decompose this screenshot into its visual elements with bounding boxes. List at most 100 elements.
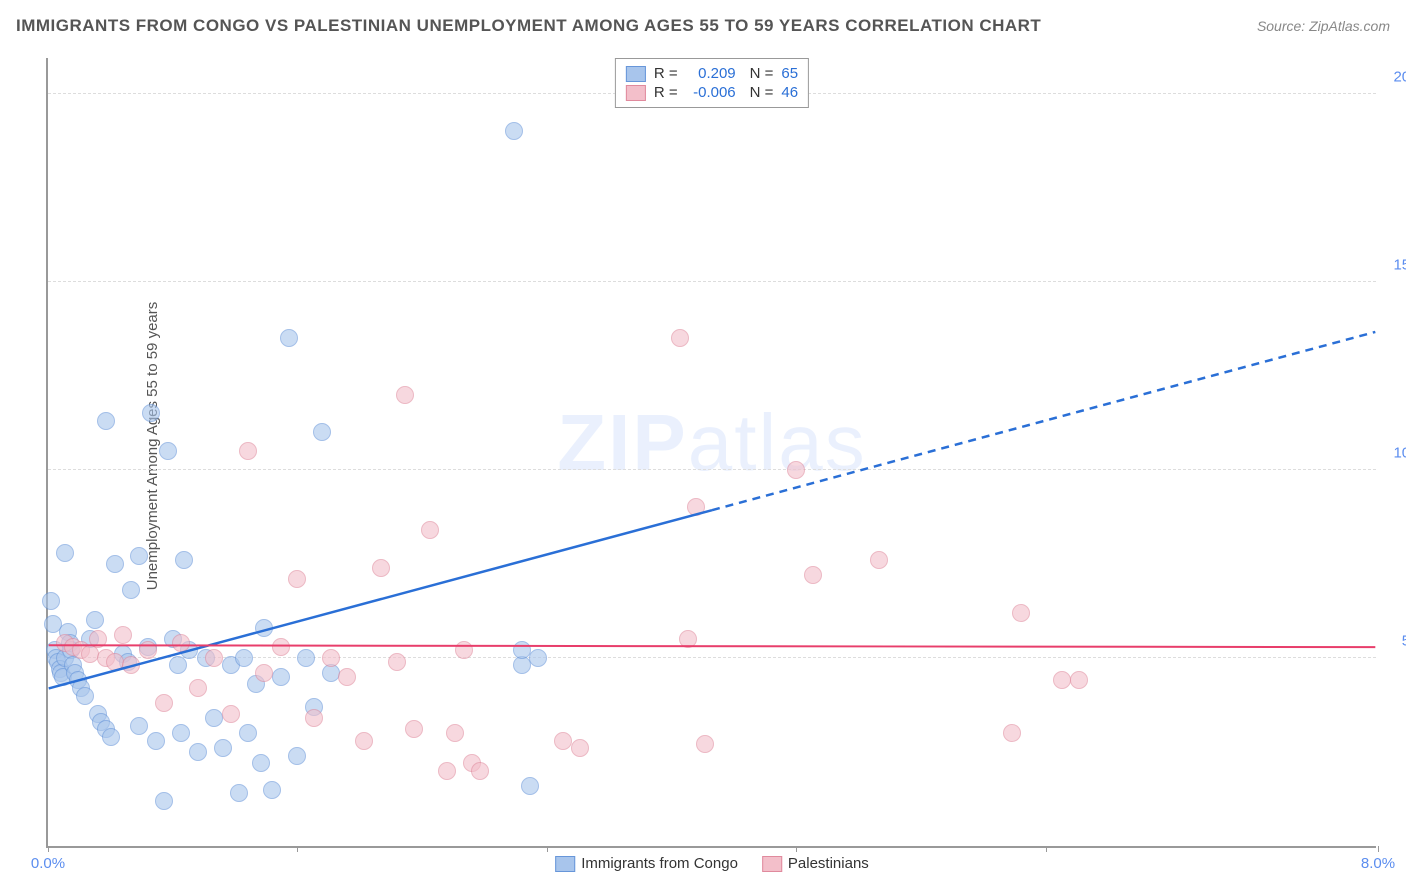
legend-item-palest: Palestinians [762,855,869,872]
data-point [106,653,124,671]
data-point [255,664,273,682]
swatch-congo [626,66,646,82]
legend-row-congo: R = 0.209 N = 65 [626,65,798,82]
data-point [804,566,822,584]
data-point [42,592,60,610]
data-point [471,762,489,780]
legend-row-palest: R = -0.006 N = 46 [626,84,798,101]
chart-title: IMMIGRANTS FROM CONGO VS PALESTINIAN UNE… [16,16,1041,36]
source-label: Source: ZipAtlas.com [1257,18,1390,34]
series-legend: Immigrants from Congo Palestinians [555,855,869,872]
data-point [571,739,589,757]
data-point [1070,671,1088,689]
data-point [114,626,132,644]
data-point [529,649,547,667]
data-point [189,743,207,761]
data-point [263,781,281,799]
data-point [106,555,124,573]
data-point [159,442,177,460]
data-point [1003,724,1021,742]
data-point [554,732,572,750]
data-point [288,570,306,588]
data-point [139,641,157,659]
data-point [205,709,223,727]
data-point [288,747,306,765]
data-point [155,694,173,712]
data-point [169,656,187,674]
legend-item-congo: Immigrants from Congo [555,855,738,872]
data-point [438,762,456,780]
correlation-legend: R = 0.209 N = 65 R = -0.006 N = 46 [615,58,809,108]
n-value-palest: 46 [781,84,798,101]
data-point [513,641,531,659]
data-point [388,653,406,671]
x-tick-label: 0.0% [31,855,65,872]
gridline [48,469,1376,470]
data-point [255,619,273,637]
data-point [235,649,253,667]
data-point [147,732,165,750]
legend-label-congo: Immigrants from Congo [581,855,738,872]
data-point [130,547,148,565]
data-point [97,412,115,430]
data-point [1053,671,1071,689]
data-point [521,777,539,795]
legend-label-palest: Palestinians [788,855,869,872]
data-point [214,739,232,757]
data-point [679,630,697,648]
x-tick [1378,846,1379,852]
data-point [122,656,140,674]
data-point [175,551,193,569]
data-point [372,559,390,577]
n-value-congo: 65 [781,65,798,82]
scatter-plot: ZIPatlas R = 0.209 N = 65 R = -0.006 N =… [46,58,1376,848]
data-point [122,581,140,599]
data-point [272,668,290,686]
data-point [322,649,340,667]
y-tick-label: 15.0% [1381,256,1406,273]
r-value-congo: 0.209 [686,65,736,82]
data-point [155,792,173,810]
data-point [130,717,148,735]
data-point [239,442,257,460]
data-point [172,634,190,652]
x-tick [297,846,298,852]
data-point [252,754,270,772]
swatch-congo-2 [555,856,575,872]
swatch-palest [626,85,646,101]
data-point [102,728,120,746]
y-tick-label: 10.0% [1381,444,1406,461]
data-point [305,709,323,727]
x-tick [48,846,49,852]
data-point [687,498,705,516]
data-point [272,638,290,656]
data-point [76,687,94,705]
r-value-palest: -0.006 [686,84,736,101]
data-point [230,784,248,802]
data-point [142,404,160,422]
data-point [338,668,356,686]
x-tick [1046,846,1047,852]
data-point [455,641,473,659]
data-point [297,649,315,667]
data-point [56,544,74,562]
data-point [1012,604,1030,622]
data-point [86,611,104,629]
gridline [48,281,1376,282]
data-point [280,329,298,347]
data-point [89,630,107,648]
y-tick-label: 20.0% [1381,68,1406,85]
data-point [787,461,805,479]
data-point [696,735,714,753]
data-point [239,724,257,742]
data-point [189,679,207,697]
data-point [222,705,240,723]
x-tick [796,846,797,852]
data-point [205,649,223,667]
data-point [405,720,423,738]
data-point [396,386,414,404]
x-tick [547,846,548,852]
y-tick-label: 5.0% [1381,632,1406,649]
data-point [355,732,373,750]
data-point [671,329,689,347]
